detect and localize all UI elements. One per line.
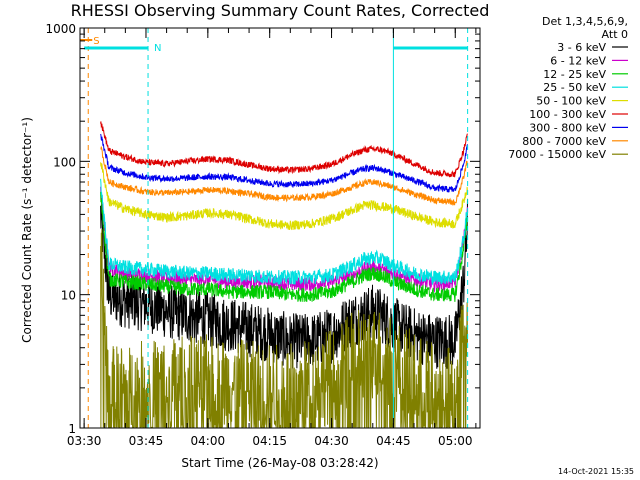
x-tick-label-4: 04:30: [314, 434, 349, 448]
series-line-0: [100, 196, 468, 369]
legend-label-5: 100 - 300 keV: [529, 108, 606, 121]
x-tick-label-1: 03:45: [129, 434, 164, 448]
timestamp: 14-Oct-2021 15:35: [558, 467, 634, 476]
x-axis-label: Start Time (26-May-08 03:28:42): [181, 456, 378, 470]
y-tick-label-3: 1000: [45, 22, 76, 36]
legend-label-1: 6 - 12 keV: [550, 54, 606, 67]
x-tick-label-0: 03:30: [67, 434, 102, 448]
x-tick-label-3: 04:15: [252, 434, 287, 448]
y-tick-label-1: 10: [61, 289, 76, 303]
legend-label-6: 300 - 800 keV: [529, 121, 606, 134]
series-group: [100, 121, 468, 428]
legend-label-0: 3 - 6 keV: [557, 41, 606, 54]
x-tick-label-5: 04:45: [376, 434, 411, 448]
y-axis-label: Corrected Count Rate (s⁻¹ detector⁻¹): [20, 117, 34, 343]
legend-header-att: Att 0: [602, 28, 628, 41]
series-line-4: [100, 162, 468, 231]
series-line-3: [100, 178, 468, 286]
legend-label-8: 7000 - 15000 keV: [508, 148, 606, 161]
legend-label-7: 800 - 7000 keV: [522, 135, 606, 148]
marker-label-1: N: [154, 43, 161, 54]
series-line-6: [100, 133, 468, 194]
axes: 1 10 100 1000 03:30 03:45 04:00 04:15 04:30 04:45…: [45, 22, 481, 448]
x-tick-label-6: 05:00: [438, 434, 473, 448]
y-tick-label-2: 100: [53, 155, 76, 169]
series-line-5: [100, 121, 468, 178]
x-tick-label-2: 04:00: [191, 434, 226, 448]
marker-label-0: S: [93, 36, 99, 47]
legend-label-3: 25 - 50 keV: [543, 81, 606, 94]
series-line-2: [100, 191, 468, 302]
y-tick-label-0: 1: [68, 422, 76, 436]
legend-label-2: 12 - 25 keV: [543, 68, 606, 81]
legend-header-det: Det 1,3,4,5,6,9,: [542, 15, 628, 28]
plot-area: SN: [79, 28, 469, 428]
legend-label-4: 50 - 100 keV: [536, 95, 606, 108]
series-line-7: [100, 146, 468, 206]
series-line-8: [100, 229, 468, 428]
chart-title: RHESSI Observing Summary Count Rates, Co…: [71, 1, 490, 20]
plot-frame: [79, 27, 481, 429]
